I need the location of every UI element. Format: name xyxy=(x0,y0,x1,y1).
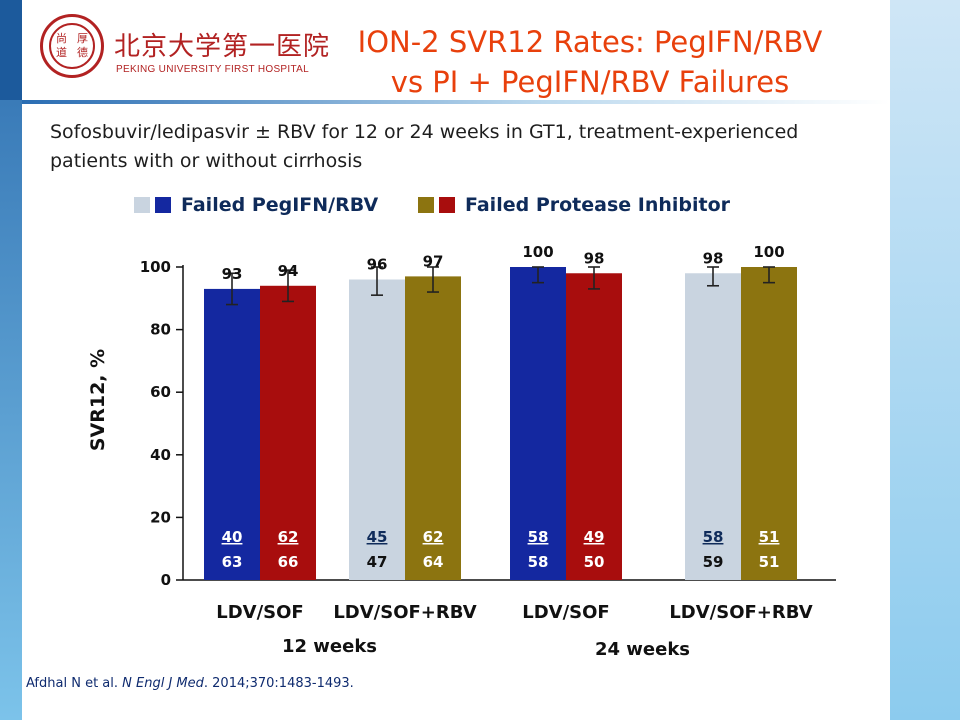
chart-bars xyxy=(204,266,797,580)
bar-value-label: 98 xyxy=(703,249,724,267)
bar-n-label: 62 xyxy=(423,528,444,546)
legend-label: Failed PegIFN/RBV xyxy=(181,194,379,216)
legend-swatch-light xyxy=(134,197,150,213)
bar-n-label: 51 xyxy=(759,528,780,546)
x-category-label: LDV/SOF xyxy=(216,602,303,623)
y-tick-label: 0 xyxy=(161,571,171,589)
bar xyxy=(741,267,797,580)
title-line-1: ION-2 SVR12 Rates: PegIFN/RBV xyxy=(357,25,823,59)
bar-n-label: 58 xyxy=(703,528,724,546)
period-label: 12 weeks xyxy=(282,636,377,657)
bar xyxy=(260,285,316,580)
y-axis-label: SVR12, % xyxy=(87,349,109,451)
bar-value-label: 100 xyxy=(522,243,553,261)
left-decor-dark xyxy=(0,0,22,100)
subtitle-line-1: Sofosbuvir/ledipasvir ± RBV for 12 or 24… xyxy=(50,121,799,143)
citation: Afdhal N et al. N Engl J Med. 2014;370:1… xyxy=(26,676,354,691)
bar-value-label: 100 xyxy=(753,243,784,261)
y-tick-label: 100 xyxy=(140,258,171,276)
bar-n-label: 45 xyxy=(367,528,388,546)
seal-char: 德 xyxy=(77,46,88,59)
right-decor-strip xyxy=(890,0,960,720)
bar xyxy=(510,267,566,580)
seal-char: 道 xyxy=(56,46,67,59)
subtitle-line-2: patients with or without cirrhosis xyxy=(50,150,363,172)
citation-details: . 2014;370:1483-1493. xyxy=(203,676,354,691)
y-tick-label: 80 xyxy=(150,321,171,339)
bar-total-label: 58 xyxy=(528,553,549,571)
bar-n-label: 62 xyxy=(278,528,299,546)
slide-title: ION-2 SVR12 Rates: PegIFN/RBV vs PI + Pe… xyxy=(330,22,850,102)
chart-labels: 93 40 63 94 62 66 LDV/SOF 96 45 47 97 62 64 LDV/SOF+R… xyxy=(216,243,812,660)
citation-journal: N Engl J Med xyxy=(122,676,204,691)
bar-total-label: 66 xyxy=(278,553,299,571)
x-category-label: LDV/SOF+RBV xyxy=(669,602,812,623)
title-line-2: vs PI + PegIFN/RBV Failures xyxy=(390,65,790,99)
bar xyxy=(685,273,741,580)
bar-value-label: 94 xyxy=(278,262,299,280)
header-rule xyxy=(22,100,890,104)
bar xyxy=(566,273,622,580)
bar-value-label: 98 xyxy=(584,249,605,267)
bar-total-label: 50 xyxy=(584,553,605,571)
bar-total-label: 51 xyxy=(759,553,780,571)
legend-item-pi: Failed Protease Inhibitor xyxy=(418,194,731,216)
bar xyxy=(349,279,405,580)
bar-total-label: 63 xyxy=(222,553,243,571)
bar-value-label: 96 xyxy=(367,256,388,274)
legend-label: Failed Protease Inhibitor xyxy=(465,194,731,216)
seal-inner: 尚 厚 道 德 xyxy=(49,23,95,69)
seal-char: 尚 xyxy=(56,32,67,45)
bar-total-label: 47 xyxy=(367,553,388,571)
slide-subtitle: Sofosbuvir/ledipasvir ± RBV for 12 or 24… xyxy=(50,118,870,176)
bar-n-label: 58 xyxy=(528,528,549,546)
legend-swatch-red xyxy=(439,197,455,213)
bar-total-label: 64 xyxy=(423,553,444,571)
hospital-name-cn: 北京大学第一医院 xyxy=(114,32,331,62)
y-tick-label: 40 xyxy=(150,446,171,464)
bar-value-label: 97 xyxy=(423,252,444,270)
university-seal-logo: 尚 厚 道 德 xyxy=(40,14,104,78)
bar-value-label: 93 xyxy=(222,265,243,283)
y-tick-label: 20 xyxy=(150,508,171,526)
legend-item-pegifn: Failed PegIFN/RBV xyxy=(134,194,379,216)
left-decor-strip xyxy=(0,0,22,720)
legend-swatch-gold xyxy=(418,197,434,213)
x-category-label: LDV/SOF+RBV xyxy=(333,602,476,623)
period-label: 24 weeks xyxy=(595,639,690,660)
citation-authors: Afdhal N et al. xyxy=(26,676,123,691)
bar-total-label: 59 xyxy=(703,553,724,571)
legend-swatch-dark xyxy=(155,197,171,213)
bar xyxy=(405,276,461,580)
bar xyxy=(204,288,260,580)
hospital-name-en: PEKING UNIVERSITY FIRST HOSPITAL xyxy=(116,64,309,75)
x-category-label: LDV/SOF xyxy=(522,602,609,623)
bar-n-label: 49 xyxy=(584,528,605,546)
y-tick-label: 60 xyxy=(150,383,171,401)
seal-char: 厚 xyxy=(77,32,88,45)
bar-n-label: 40 xyxy=(222,528,243,546)
